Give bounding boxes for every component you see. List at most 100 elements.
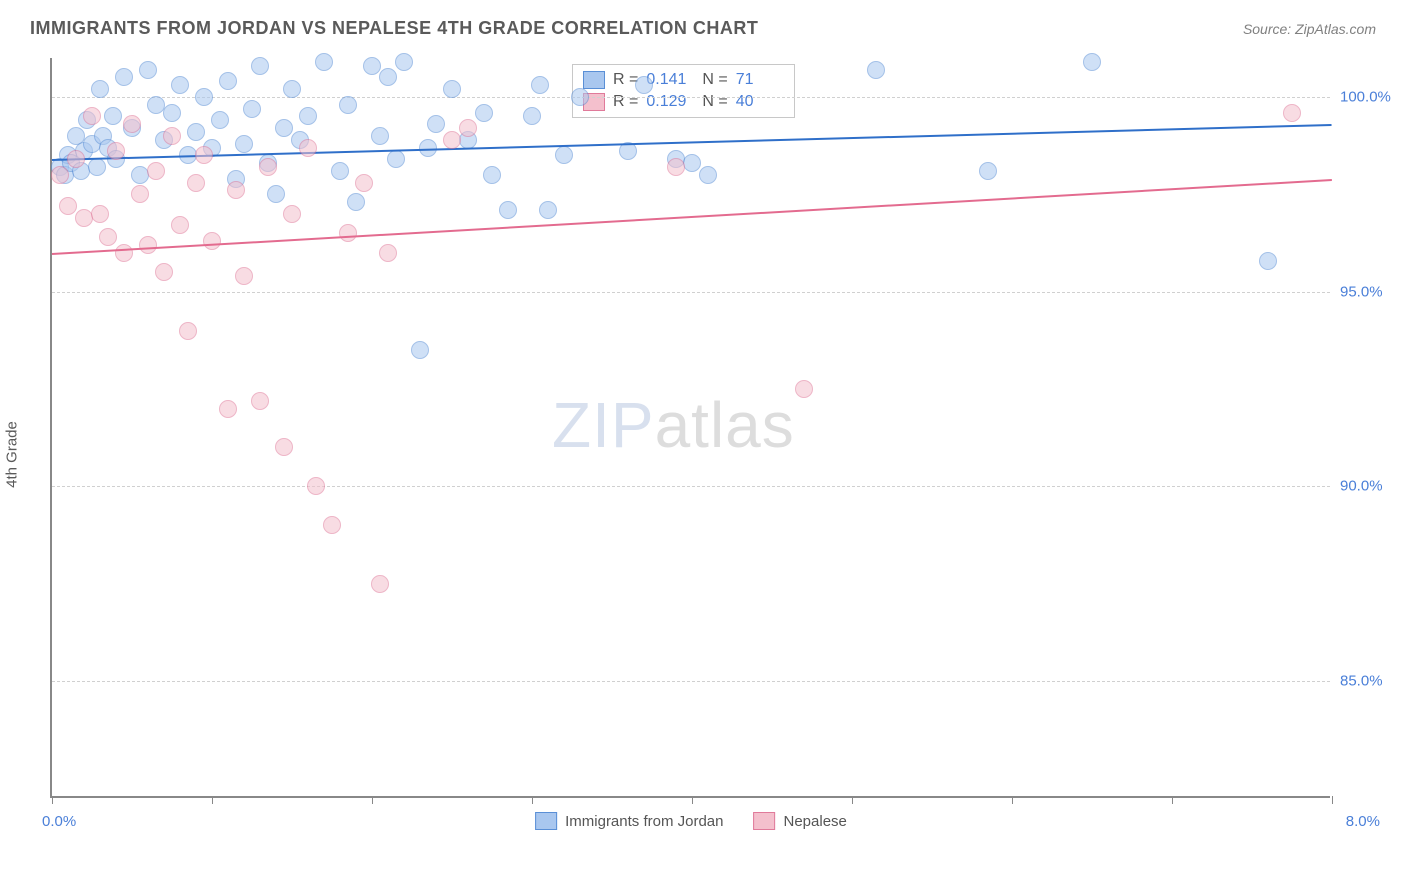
data-point [251, 392, 269, 410]
data-point [427, 115, 445, 133]
swatch-jordan [583, 71, 605, 89]
data-point [275, 119, 293, 137]
data-point [683, 154, 701, 172]
data-point [83, 107, 101, 125]
data-point [171, 216, 189, 234]
data-point [867, 61, 885, 79]
x-tick [852, 796, 853, 804]
data-point [395, 53, 413, 71]
data-point [235, 267, 253, 285]
stats-row-nepalese: R = 0.129 N = 40 [583, 91, 784, 113]
data-point [315, 53, 333, 71]
data-point [259, 158, 277, 176]
data-point [115, 244, 133, 262]
source-label: Source: ZipAtlas.com [1243, 21, 1376, 37]
data-point [131, 185, 149, 203]
data-point [243, 100, 261, 118]
legend-label-nepalese: Nepalese [784, 813, 847, 830]
data-point [523, 107, 541, 125]
data-point [88, 158, 106, 176]
data-point [99, 228, 117, 246]
data-point [203, 232, 221, 250]
data-point [483, 166, 501, 184]
gridline [52, 97, 1330, 98]
data-point [67, 150, 85, 168]
data-point [299, 139, 317, 157]
n-value-jordan: 71 [736, 71, 784, 89]
data-point [379, 68, 397, 86]
data-point [443, 80, 461, 98]
data-point [531, 76, 549, 94]
data-point [571, 88, 589, 106]
r-label: R = [613, 93, 638, 111]
data-point [187, 123, 205, 141]
data-point [443, 131, 461, 149]
bottom-legend: Immigrants from Jordan Nepalese [535, 812, 847, 830]
data-point [379, 244, 397, 262]
data-point [51, 166, 69, 184]
x-tick [1332, 796, 1333, 804]
data-point [139, 61, 157, 79]
chart-title: IMMIGRANTS FROM JORDAN VS NEPALESE 4TH G… [30, 18, 758, 39]
data-point [371, 127, 389, 145]
x-tick [212, 796, 213, 804]
data-point [555, 146, 573, 164]
data-point [1283, 104, 1301, 122]
data-point [539, 201, 557, 219]
r-value-jordan: 0.141 [646, 71, 694, 89]
data-point [275, 438, 293, 456]
x-tick [1012, 796, 1013, 804]
data-point [331, 162, 349, 180]
data-point [299, 107, 317, 125]
stats-row-jordan: R = 0.141 N = 71 [583, 69, 784, 91]
data-point [179, 322, 197, 340]
legend-item-nepalese: Nepalese [754, 812, 847, 830]
data-point [347, 193, 365, 211]
y-axis-label: 4th Grade [4, 421, 21, 488]
y-tick-label: 85.0% [1340, 673, 1400, 690]
swatch-nepalese-bottom [754, 812, 776, 830]
watermark: ZIPatlas [552, 388, 795, 462]
n-value-nepalese: 40 [736, 93, 784, 111]
data-point [104, 107, 122, 125]
swatch-jordan-bottom [535, 812, 557, 830]
data-point [91, 80, 109, 98]
data-point [1259, 252, 1277, 270]
data-point [283, 205, 301, 223]
data-point [139, 236, 157, 254]
n-label: N = [702, 93, 727, 111]
data-point [219, 72, 237, 90]
data-point [91, 205, 109, 223]
r-value-nepalese: 0.129 [646, 93, 694, 111]
data-point [355, 174, 373, 192]
data-point [155, 263, 173, 281]
data-point [115, 68, 133, 86]
data-point [411, 341, 429, 359]
data-point [267, 185, 285, 203]
data-point [195, 88, 213, 106]
data-point [459, 119, 477, 137]
data-point [387, 150, 405, 168]
x-tick [1172, 796, 1173, 804]
data-point [147, 162, 165, 180]
data-point [475, 104, 493, 122]
data-point [163, 104, 181, 122]
data-point [227, 181, 245, 199]
data-point [307, 477, 325, 495]
data-point [339, 224, 357, 242]
x-tick [372, 796, 373, 804]
data-point [235, 135, 253, 153]
n-label: N = [702, 71, 727, 89]
plot-region: ZIPatlas R = 0.141 N = 71 R = 0.129 N = … [50, 58, 1330, 798]
data-point [107, 142, 125, 160]
gridline [52, 681, 1330, 682]
data-point [219, 400, 237, 418]
legend-label-jordan: Immigrants from Jordan [565, 813, 723, 830]
data-point [667, 158, 685, 176]
data-point [499, 201, 517, 219]
x-min-label: 0.0% [42, 813, 76, 830]
data-point [979, 162, 997, 180]
data-point [699, 166, 717, 184]
data-point [59, 197, 77, 215]
legend-item-jordan: Immigrants from Jordan [535, 812, 723, 830]
